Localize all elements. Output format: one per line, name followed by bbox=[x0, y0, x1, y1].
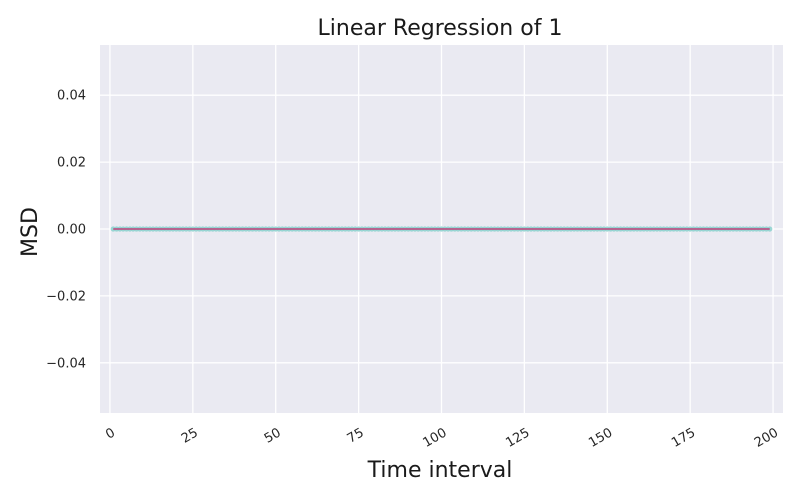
x-tick-label: 150 bbox=[586, 425, 615, 450]
x-tick-label: 200 bbox=[752, 425, 781, 450]
y-tick-label: −0.02 bbox=[46, 289, 86, 304]
x-tick-label: 100 bbox=[420, 425, 449, 450]
y-tick-label: 0.02 bbox=[57, 156, 86, 171]
y-tick-label: 0.00 bbox=[57, 223, 86, 238]
chart-title: Linear Regression of 1 bbox=[318, 16, 563, 41]
x-tick-label: 25 bbox=[179, 425, 201, 446]
y-tick-labels: −0.04 −0.02 0.00 0.02 0.04 bbox=[46, 89, 86, 372]
y-tick-label: 0.04 bbox=[57, 89, 86, 104]
x-tick-label: 0 bbox=[103, 425, 118, 442]
x-axis-label: Time interval bbox=[367, 458, 513, 483]
x-tick-label: 175 bbox=[669, 425, 698, 450]
y-tick-label: −0.04 bbox=[46, 356, 86, 371]
data-marks bbox=[110, 226, 773, 232]
data-point bbox=[767, 226, 773, 232]
x-tick-label: 50 bbox=[262, 425, 284, 446]
x-tick-label: 125 bbox=[503, 425, 532, 450]
x-tick-labels: 0 25 50 75 100 125 150 175 200 bbox=[103, 425, 781, 450]
y-axis-label: MSD bbox=[18, 207, 43, 257]
x-tick-label: 75 bbox=[345, 425, 367, 446]
